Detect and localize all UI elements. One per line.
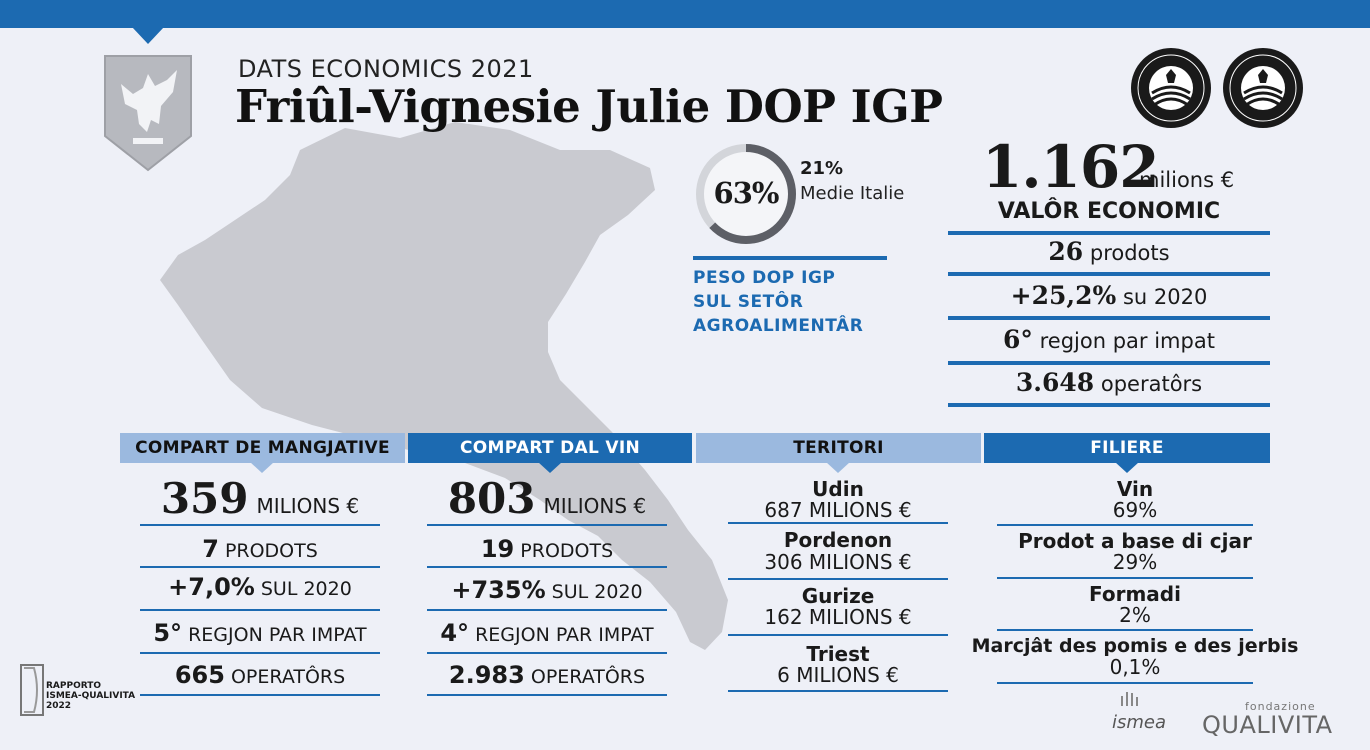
share-caption: PESO DOP IGP SUL SETÔR AGROALIMENTÂR: [693, 268, 864, 336]
wine-divider: [427, 694, 667, 696]
summary-divider: [948, 361, 1270, 365]
economic-value-unit: milions €: [1139, 168, 1235, 192]
territory-divider: [728, 690, 948, 692]
summary-divider: [948, 231, 1270, 235]
supply-header-pointer: [1115, 462, 1139, 473]
food-header-pointer: [250, 462, 274, 473]
wine-header-pointer: [538, 462, 562, 473]
food-header: COMPART DE MANGJATIVE: [120, 433, 405, 463]
territory-value: 687 MILIONS €: [764, 498, 912, 522]
wine-products: 19 PRODOTS: [480, 535, 614, 563]
summary-products: 26 prodots: [1048, 237, 1170, 266]
wine-divider: [427, 609, 667, 611]
food-value: 359 MILIONS €: [160, 474, 360, 523]
share-divider: [693, 256, 887, 260]
top-bar: [0, 0, 1370, 28]
supply-divider: [997, 629, 1253, 631]
wine-rank: 4° REGJON PAR IMPAT: [440, 619, 654, 647]
italy-average-label: Medie Italie: [800, 183, 905, 204]
supply-divider: [997, 682, 1253, 684]
wine-divider: [427, 652, 667, 654]
territory-header: TERITORI: [696, 433, 981, 463]
food-divider: [140, 609, 380, 611]
economic-value: 1.162: [982, 133, 1160, 201]
supply-value: 2%: [1119, 603, 1151, 627]
italy-average-value: 21%: [800, 158, 844, 179]
economic-value-label: VALÔR ECONOMIC: [997, 199, 1221, 224]
report-logo-icon: [20, 664, 44, 716]
supply-value: 29%: [1112, 550, 1158, 574]
summary-growth: +25,2% su 2020: [1010, 281, 1208, 310]
qualivita-fondazione: fondazione: [1245, 700, 1316, 713]
territory-name: Pordenon: [783, 528, 893, 552]
territory-header-pointer: [826, 462, 850, 473]
food-divider: [140, 566, 380, 568]
qualivita-logo: QUALIVITA: [1202, 711, 1333, 739]
food-operators: 665 OPERATÔRS: [174, 661, 346, 689]
food-products: 7 PRODOTS: [202, 535, 318, 563]
territory-divider: [728, 634, 948, 636]
wine-growth: +735% SUL 2020: [451, 576, 643, 604]
wine-operators: 2.983 OPERATÔRS: [448, 661, 646, 689]
supply-value: 69%: [1112, 498, 1158, 522]
report-subtitle: DATS ECONOMICS 2021: [238, 55, 534, 83]
supply-name: Marcjât des pomis e des jerbis: [971, 635, 1299, 657]
supply-divider: [997, 577, 1253, 579]
top-bar-notch: [132, 27, 164, 44]
territory-value: 306 MILIONS €: [764, 550, 912, 574]
summary-divider: [948, 316, 1270, 320]
wine-header: COMPART DAL VIN: [408, 433, 692, 463]
wine-divider: [427, 566, 667, 568]
food-divider: [140, 524, 380, 526]
territory-name: Gurize: [801, 584, 875, 608]
food-divider: [140, 694, 380, 696]
food-divider: [140, 652, 380, 654]
igp-seal-icon: [1223, 48, 1303, 128]
summary-divider: [948, 272, 1270, 276]
summary-rank: 6° regjon par impat: [1003, 325, 1215, 354]
supply-name: Formadi: [1089, 582, 1181, 606]
report-label: RAPPORTO ISMEA-QUALIVITA 2022: [46, 681, 136, 711]
share-value: 63%: [713, 176, 780, 210]
ismea-logo: ismea: [1112, 712, 1167, 733]
territory-divider: [728, 522, 948, 524]
territory-value: 162 MILIONS €: [764, 605, 912, 629]
eagle-shield-icon: [104, 55, 192, 172]
summary-operators: 3.648 operatôrs: [1015, 368, 1203, 397]
territory-value: 6 MILIONS €: [777, 663, 899, 687]
dop-seal-icon: [1131, 48, 1211, 128]
share-donut-arc: [696, 144, 796, 244]
summary-divider: [948, 403, 1270, 407]
wine-divider: [427, 524, 667, 526]
share-donut-chart: [696, 144, 796, 244]
supply-name: Vin: [1116, 477, 1154, 501]
wine-value: 803 MILIONS €: [447, 474, 647, 523]
supply-divider: [997, 524, 1253, 526]
food-rank: 5° REGJON PAR IMPAT: [153, 619, 367, 647]
supply-name: Prodot a base di cjar: [1018, 529, 1252, 553]
ismea-hand-icon: [1121, 692, 1138, 706]
territory-name: Udin: [812, 477, 864, 501]
territory-name: Triest: [806, 642, 870, 666]
supply-value: 0,1%: [1109, 655, 1161, 679]
food-growth: +7,0% SUL 2020: [168, 573, 352, 601]
territory-divider: [728, 578, 948, 580]
page-title: Friûl-Vignesie Julie DOP IGP: [235, 80, 943, 133]
supply-header: FILIERE: [984, 433, 1270, 463]
